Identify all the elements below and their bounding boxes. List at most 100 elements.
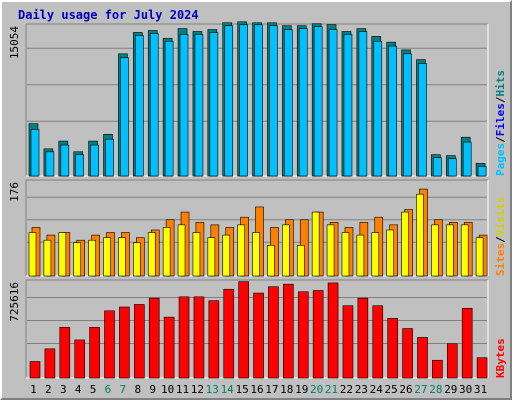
kbytes-bar [268, 286, 279, 379]
kbytes-bar [104, 310, 115, 379]
visits-bar [326, 224, 335, 277]
day-label: 17 [265, 383, 278, 396]
visits-bar [177, 224, 186, 277]
peak-value-label: 15054 [8, 26, 21, 59]
kbytes-bar [134, 304, 145, 379]
series-legend: Pages/Files/Hits [494, 70, 507, 176]
day-label: 27 [414, 383, 427, 396]
visits-bar [133, 242, 141, 277]
pages-bar [254, 24, 263, 177]
kbytes-bar [432, 359, 443, 379]
visits-bar [88, 239, 96, 277]
visits-bar [118, 237, 126, 277]
legend-entry: Pages [494, 143, 507, 176]
legend-entry: / [494, 236, 507, 243]
visits-bar [252, 232, 260, 277]
day-label: 28 [429, 383, 442, 396]
day-label: 20 [310, 383, 323, 396]
kbytes-bar [74, 339, 86, 379]
pages-bar [179, 34, 189, 177]
legend-entry: Hits [494, 70, 507, 97]
day-label: 16 [250, 383, 263, 396]
series-legend: KBytes [494, 338, 507, 378]
visits-bar [103, 237, 111, 277]
visits-bar [475, 237, 484, 277]
day-label: 11 [176, 383, 189, 396]
day-label: 2 [45, 383, 52, 396]
visits-bar [460, 224, 469, 277]
kbytes-bar [297, 291, 309, 379]
pages-bar [373, 40, 383, 177]
visits-bar [341, 232, 350, 277]
pages-bar [209, 32, 219, 177]
visits-bar [73, 242, 82, 277]
visits-bar [222, 234, 231, 277]
legend-entry: Sites [494, 243, 507, 276]
visits-bar [282, 224, 290, 277]
pages-bar [418, 63, 427, 177]
day-label: 8 [134, 383, 141, 396]
visits-bar [147, 232, 156, 277]
kbytes-bar [119, 306, 130, 379]
kbytes-bar [283, 283, 294, 379]
kbytes-bar [372, 305, 384, 379]
visits-bar [162, 227, 171, 277]
day-label: 13 [206, 383, 219, 396]
visits-bar [445, 224, 454, 277]
visits-bar [192, 232, 201, 277]
visits-bar [207, 237, 216, 277]
day-label: 1 [30, 383, 37, 396]
day-label: 19 [295, 383, 308, 396]
pages-bar [120, 57, 129, 177]
kbytes-bar [446, 343, 458, 379]
pages-bar [30, 129, 40, 177]
legend-entry: Visits [494, 197, 507, 237]
kbytes-bar [253, 292, 264, 379]
panel-kbytes: 725616 KBytes [8, 279, 507, 379]
pages-bar [224, 25, 234, 177]
pages-bar [194, 34, 204, 177]
kbytes-bar [178, 296, 190, 379]
day-label: 5 [90, 383, 97, 396]
kbytes-bar [59, 326, 71, 379]
day-label: 12 [191, 383, 204, 396]
kbytes-bar [357, 297, 369, 379]
visits-bar [267, 245, 275, 277]
day-label: 18 [280, 383, 293, 396]
day-label: 22 [340, 383, 353, 396]
day-label: 21 [325, 383, 338, 396]
day-label: 25 [385, 383, 398, 396]
kbytes-bar [387, 318, 398, 379]
kbytes-bar [208, 300, 220, 379]
kbytes-bar [402, 328, 413, 379]
pages-bar [149, 33, 159, 177]
day-axis: 1 2 3 4 5 6 7 8 9 10 11 12 13 14 15 16 17 18 19 20 21 22 23 24 2… [30, 383, 487, 396]
day-label: 30 [459, 383, 472, 396]
pages-bar [239, 24, 248, 177]
pages-bar [447, 158, 457, 177]
kbytes-bar [476, 357, 488, 379]
visits-bar [386, 229, 394, 277]
visits-bar [356, 234, 365, 277]
day-label: 23 [355, 383, 368, 396]
pages-bar [433, 157, 442, 177]
visits-bar [311, 211, 320, 277]
pages-bar [135, 35, 144, 177]
kbytes-bar [148, 297, 160, 379]
day-label: 3 [60, 383, 67, 396]
day-label: 7 [120, 383, 127, 396]
kbytes-bar [223, 288, 235, 379]
visits-bar [43, 239, 52, 277]
chart-title: Daily usage for July 2024 [18, 8, 199, 22]
visits-bar [371, 232, 380, 277]
pages-bar [343, 34, 353, 177]
legend-entry: / [494, 96, 507, 103]
kbytes-bar [238, 281, 249, 379]
day-label: 4 [75, 383, 82, 396]
visits-bar [431, 224, 439, 277]
kbytes-bar [327, 282, 339, 379]
kbytes-bar [44, 348, 56, 379]
